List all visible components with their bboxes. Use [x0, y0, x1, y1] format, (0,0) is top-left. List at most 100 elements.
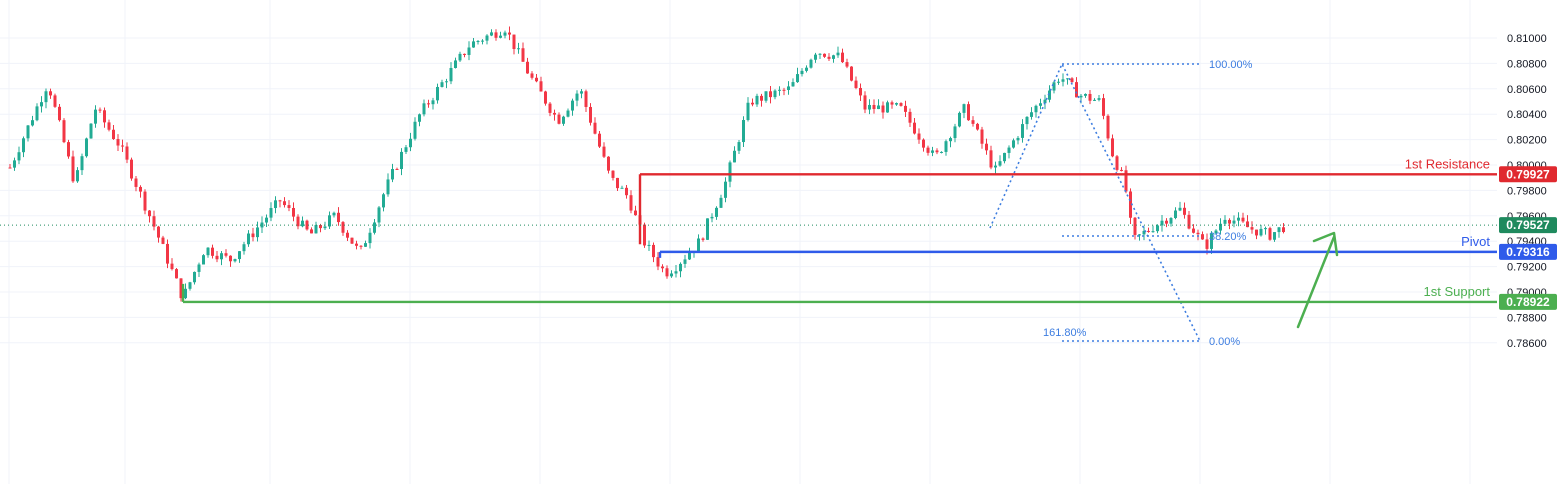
candle-body — [40, 102, 43, 107]
candle-body — [116, 139, 120, 146]
candle-body — [251, 233, 255, 238]
candle-body — [1034, 105, 1038, 113]
candle-body — [71, 156, 75, 182]
candle-body — [949, 138, 952, 142]
candle-body — [440, 82, 444, 87]
candle-body — [481, 40, 484, 42]
candle-body — [125, 146, 129, 160]
candle-body — [688, 253, 691, 260]
candle-body — [1169, 218, 1173, 224]
candle-body — [872, 104, 876, 110]
candle-body — [1111, 138, 1114, 157]
candle-body — [913, 122, 916, 134]
candle-body — [184, 288, 187, 299]
candle-body — [818, 53, 822, 55]
candle-body — [44, 91, 48, 103]
candle-body — [332, 212, 336, 216]
candle-body — [791, 82, 795, 87]
y-tick-label: 0.79200 — [1507, 262, 1547, 274]
candle-body — [323, 226, 327, 229]
candle-body — [715, 207, 718, 217]
candle-body — [724, 181, 727, 198]
candle-body — [13, 160, 16, 168]
y-tick-label: 0.80200 — [1507, 135, 1547, 147]
candle-body — [404, 147, 408, 152]
candle-body — [1102, 98, 1105, 116]
candle-body — [697, 238, 700, 252]
candle-body — [1039, 103, 1042, 106]
candle-body — [886, 102, 889, 113]
support-price-tag: 0.78922 — [1499, 293, 1557, 310]
candle-body — [557, 114, 561, 124]
candle-body — [1048, 90, 1051, 100]
candle-body — [1214, 230, 1218, 234]
candle-body — [598, 133, 601, 147]
candle-body — [1210, 233, 1213, 249]
candle-body — [377, 207, 381, 223]
candle-body — [800, 70, 804, 75]
pivot-price-tag: 0.79316 — [1499, 243, 1557, 260]
projection-arrow-icon — [1296, 231, 1339, 329]
candle-body — [904, 105, 907, 112]
candle-body — [503, 32, 507, 36]
candle-body — [809, 59, 813, 68]
level-lines: 1st Resistance Pivot 1st Support — [0, 156, 1497, 304]
candle-body — [917, 133, 921, 140]
candle-body — [1133, 217, 1137, 235]
candle-body — [1192, 228, 1195, 233]
candle-body — [373, 222, 376, 233]
candle-body — [400, 151, 403, 170]
candle-body — [665, 268, 669, 277]
candle-body — [368, 232, 372, 244]
candle-body — [593, 122, 597, 134]
candle-body — [139, 186, 142, 192]
candle-body — [755, 95, 759, 105]
candle-body — [1277, 227, 1281, 233]
arrow-shaft — [1296, 235, 1336, 329]
candle-body — [643, 224, 646, 246]
candle-body — [494, 32, 498, 38]
price-tags: 0.79927 0.79527 0.79316 0.78922 — [1499, 166, 1557, 310]
candle-body — [778, 89, 781, 91]
candle-body — [197, 264, 201, 272]
candle-body — [1228, 219, 1231, 224]
candle-body — [386, 179, 390, 195]
candle-body — [166, 243, 169, 264]
candle-body — [1084, 93, 1087, 96]
candle-body — [683, 259, 687, 264]
candle-body — [571, 100, 574, 111]
candle-body — [616, 177, 619, 189]
candle-body — [1246, 221, 1249, 228]
candle-body — [1282, 227, 1285, 233]
candle-body — [67, 142, 70, 157]
candle-body — [539, 81, 543, 92]
candle-body — [656, 257, 660, 267]
candle-body — [31, 120, 34, 126]
candle-body — [319, 225, 322, 229]
svg-text:0.78922: 0.78922 — [1506, 295, 1550, 309]
candle-body — [701, 238, 705, 240]
resistance-price-tag: 0.79927 — [1499, 166, 1557, 183]
candle-body — [890, 102, 894, 105]
candle-body — [422, 103, 426, 115]
candle-body — [17, 152, 21, 161]
candle-body — [760, 95, 763, 101]
candle-body — [1043, 99, 1047, 104]
candle-body — [958, 112, 961, 127]
candle-body — [1219, 223, 1222, 231]
candle-body — [1178, 207, 1182, 211]
candle-body — [1093, 99, 1096, 101]
candle-body — [409, 138, 412, 148]
candle-body — [841, 52, 844, 63]
candle-body — [53, 95, 57, 107]
candle-body — [265, 217, 268, 223]
candle-body — [476, 41, 480, 43]
candle-body — [382, 194, 385, 208]
candle-body — [589, 106, 592, 123]
candle-body — [89, 123, 93, 139]
candle-body — [508, 32, 511, 35]
candle-body — [512, 34, 516, 50]
candle-body — [130, 159, 133, 179]
candle-body — [341, 222, 345, 233]
